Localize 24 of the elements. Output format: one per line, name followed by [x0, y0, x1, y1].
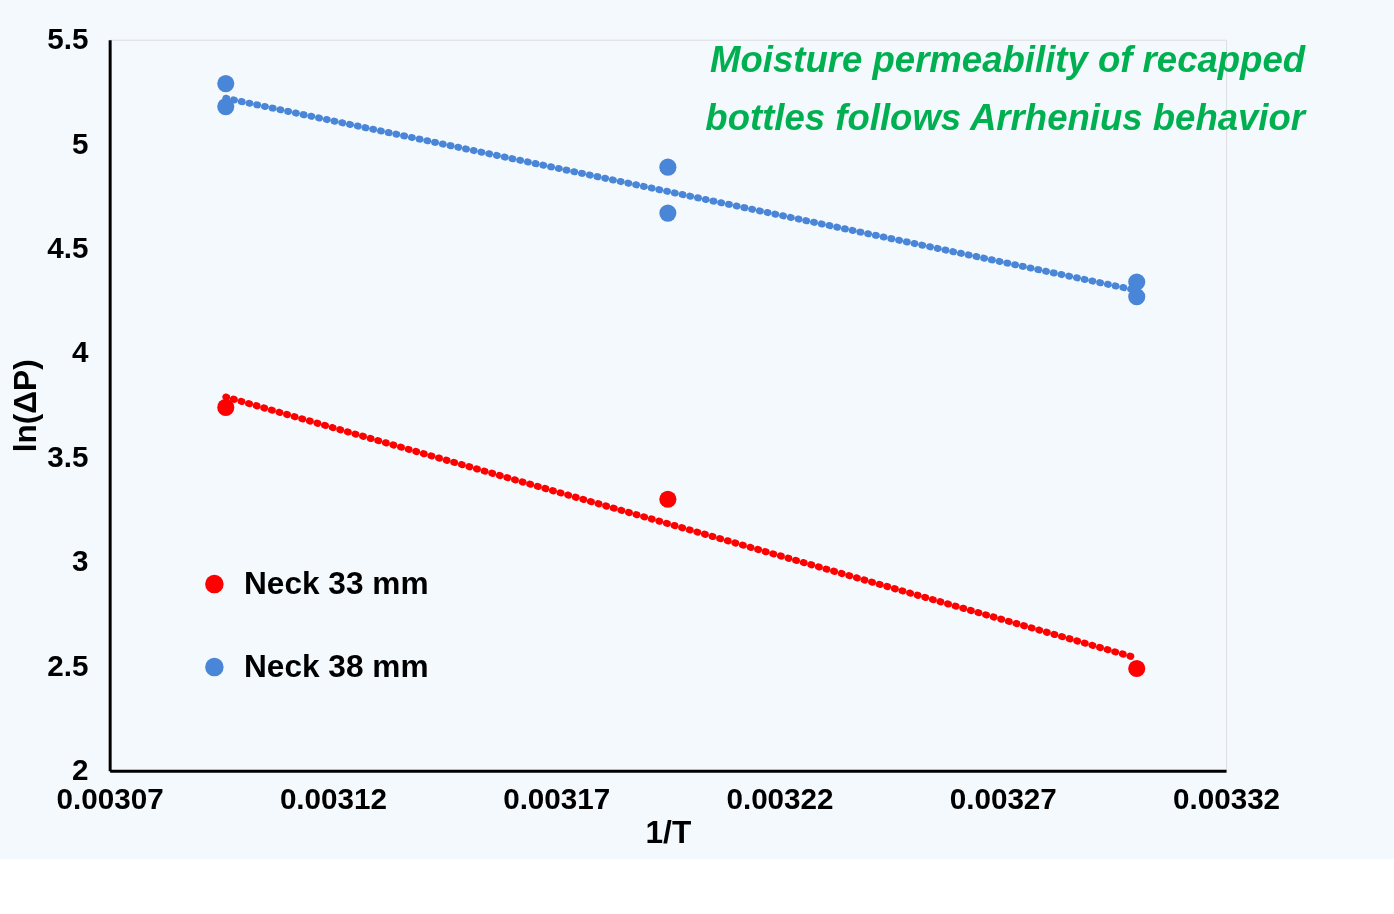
point — [1128, 659, 1146, 678]
point — [659, 490, 677, 508]
y-tick-label: 3 — [71, 544, 89, 578]
text: Moisture permeability of recapped bottles follows Arrhenius behavior — [705, 39, 1307, 138]
x-tick-label: 0.00317 — [503, 781, 611, 815]
y-tick-label: 4 — [71, 335, 89, 369]
legend-label: Neck 38 mm — [244, 647, 429, 684]
y-tick-label: 2.5 — [47, 648, 89, 682]
point — [1128, 288, 1146, 306]
x-tick-label: 0.00327 — [949, 781, 1057, 815]
y-tick-label: 3.5 — [47, 439, 89, 473]
point — [659, 204, 677, 222]
x-tick-label: 0.00312 — [279, 781, 387, 815]
y-tick-label: 5.5 — [47, 22, 89, 56]
x-tick-label: 0.00332 — [1173, 781, 1281, 815]
point — [659, 158, 677, 176]
point — [217, 75, 235, 93]
y-tick-label: 5 — [71, 126, 89, 160]
x-tick-label: 0.00322 — [726, 781, 834, 815]
point — [217, 398, 235, 416]
legend-label: Neck 33 mm — [244, 564, 429, 601]
y-tick-label: 4.5 — [47, 231, 89, 265]
y-axis-title: ln(ΔP) — [7, 359, 44, 453]
x-axis-title: 1/T — [645, 814, 692, 851]
